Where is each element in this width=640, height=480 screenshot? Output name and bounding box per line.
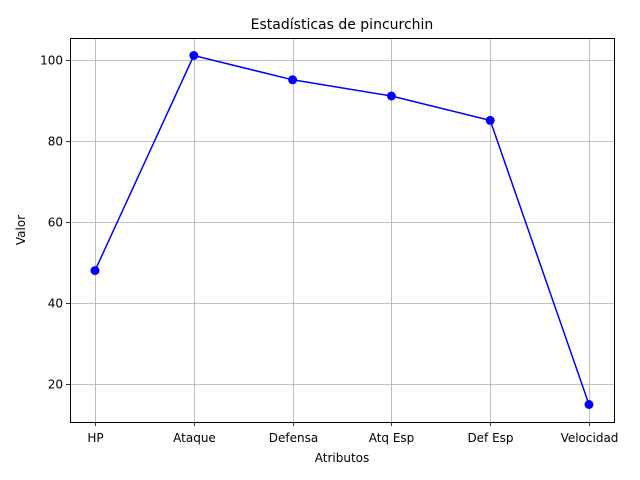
x-axis-label: Atributos bbox=[315, 451, 370, 465]
y-tick-label: 100 bbox=[40, 54, 63, 68]
x-tick-label: Ataque bbox=[173, 431, 216, 445]
series-line bbox=[94, 54, 590, 405]
series-layer bbox=[90, 51, 594, 409]
x-tick-label: HP bbox=[87, 431, 103, 445]
data-point bbox=[386, 91, 396, 101]
plot-area-frame bbox=[70, 38, 615, 423]
data-point bbox=[584, 400, 594, 409]
x-tick-label: Velocidad bbox=[561, 431, 619, 445]
y-axis-label: Valor bbox=[14, 215, 28, 245]
x-tick-label: Atq Esp bbox=[369, 431, 415, 445]
data-point bbox=[485, 115, 495, 125]
y-tick-label: 20 bbox=[48, 378, 63, 392]
data-point bbox=[288, 75, 298, 85]
chart-title: Estadísticas de pincurchin bbox=[251, 17, 434, 33]
y-tick-label: 60 bbox=[48, 216, 63, 230]
y-tick-label: 80 bbox=[48, 135, 63, 149]
grid-lines bbox=[70, 38, 614, 422]
y-tick-label: 40 bbox=[48, 297, 63, 311]
x-tick-label: Defensa bbox=[269, 431, 318, 445]
data-point bbox=[90, 266, 100, 276]
x-tick-label: Def Esp bbox=[467, 431, 513, 445]
axis-ticks: 20 40 60 80 100 HP Ataque Defensa Atq Esp Def Esp… bbox=[40, 54, 618, 446]
data-point bbox=[189, 51, 199, 60]
